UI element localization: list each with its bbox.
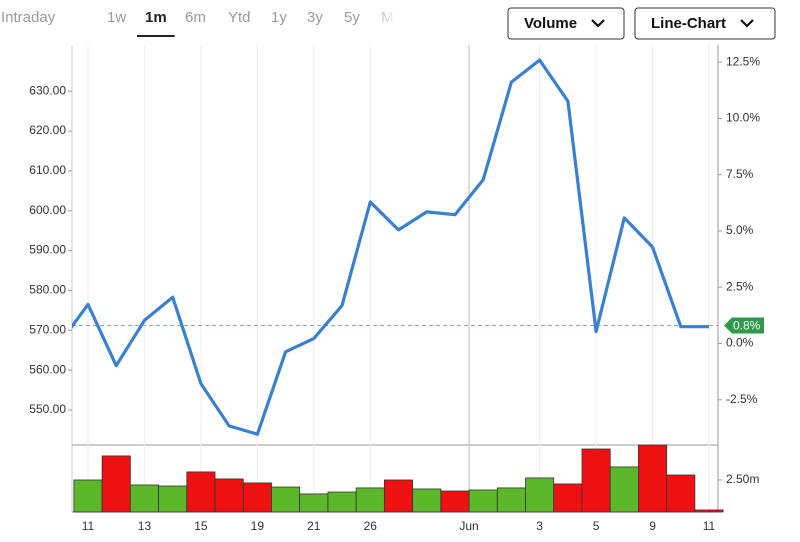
x-tick-label: 11 (82, 519, 95, 533)
volume-bar (638, 444, 668, 513)
volume-tick-label: 2.50m (726, 472, 759, 486)
tab-fade (372, 2, 412, 32)
x-tick-label: 3 (536, 519, 543, 533)
reference-label: 0.8% (733, 319, 761, 333)
y2-tick-label: 5.0% (726, 223, 754, 237)
volume-bar (694, 509, 724, 513)
volume-bar (73, 479, 103, 513)
price-line (72, 58, 709, 436)
volume-bar (666, 474, 696, 513)
y-tick-label: 590.00 (29, 243, 66, 257)
x-tick-label: 21 (307, 519, 321, 533)
y2-tick-label: -2.5% (726, 392, 758, 406)
y2-tick-label: 12.5% (726, 54, 760, 68)
range-tab[interactable]: 1m (145, 9, 167, 26)
y2-tick-label: 10.0% (726, 111, 760, 125)
range-tab[interactable]: 1w (107, 9, 126, 26)
volume-bar (129, 484, 159, 513)
volume-bar (242, 482, 272, 513)
volume-bar (186, 471, 216, 513)
y-tick-label: 560.00 (29, 362, 66, 376)
volume-bar (271, 486, 301, 513)
reference-tag (724, 317, 764, 334)
y-tick-label: 550.00 (29, 402, 66, 416)
range-tab[interactable]: 1y (271, 9, 287, 26)
volume-bar (299, 493, 329, 513)
volume-bar (553, 483, 583, 513)
volume-bar (158, 485, 188, 513)
range-tab[interactable]: 3y (307, 9, 323, 26)
y2-tick-label: 2.5% (726, 279, 754, 293)
volume-bar (468, 489, 498, 513)
button-label[interactable]: Volume (524, 15, 577, 32)
x-tick-label: 11 (703, 519, 716, 533)
volume-bar (214, 478, 244, 513)
x-tick-label: 13 (138, 519, 152, 533)
x-tick-label: Jun (459, 519, 478, 533)
y-tick-label: 610.00 (29, 163, 66, 177)
volume-bar (581, 448, 611, 513)
volume-button[interactable] (507, 7, 625, 40)
range-tabs: Intraday1w1m6mYtd1y3y5yMax (1, 2, 412, 37)
x-tick-label: 15 (194, 519, 208, 533)
button-label[interactable]: Line-Chart (651, 15, 726, 32)
volume-bar (355, 487, 385, 513)
range-tab[interactable]: Ytd (228, 9, 251, 26)
y-tick-label: 580.00 (29, 283, 66, 297)
range-tab[interactable]: 6m (185, 9, 206, 26)
chevron-icon (591, 19, 605, 28)
y-tick-label: 630.00 (29, 83, 66, 97)
volume-bar (327, 491, 357, 513)
y2-tick-label: 0.0% (726, 336, 754, 350)
y-tick-label: 600.00 (29, 203, 66, 217)
range-tab[interactable]: Intraday (1, 9, 56, 26)
volume-bar (383, 479, 414, 513)
volume-bar (525, 477, 555, 513)
chart-type-button[interactable] (634, 7, 776, 40)
volume-bar (101, 455, 131, 513)
volume-bar (440, 490, 470, 513)
volume-bar (412, 488, 442, 513)
range-tab[interactable]: 5y (344, 9, 360, 26)
x-tick-label: 5 (593, 519, 600, 533)
chevron-icon (740, 19, 754, 28)
y-tick-label: 570.00 (29, 322, 66, 336)
volume-bar (609, 466, 639, 513)
y2-tick-label: 7.5% (726, 167, 754, 181)
x-tick-label: 19 (251, 519, 265, 533)
x-tick-label: 9 (649, 519, 656, 533)
volume-bar (496, 487, 526, 513)
y-tick-label: 620.00 (29, 123, 66, 137)
x-tick-label: 26 (364, 519, 378, 533)
